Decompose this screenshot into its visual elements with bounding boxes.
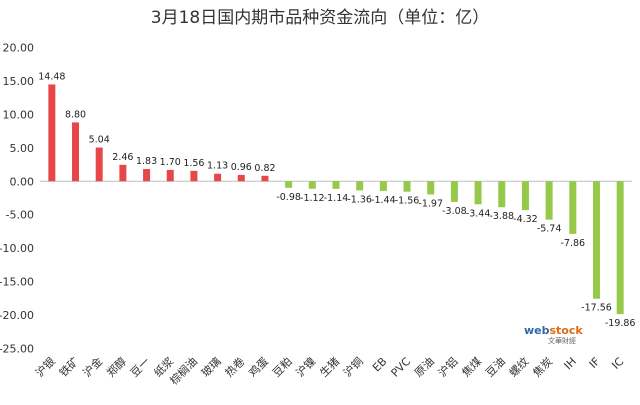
x-tick-label: EB <box>370 355 389 374</box>
data-label: 0.96 <box>231 162 252 173</box>
bar <box>143 169 151 182</box>
bar <box>521 181 529 211</box>
x-tick-label: 沪镍 <box>293 354 318 379</box>
data-label: -3.44 <box>466 208 491 219</box>
y-tick-label: -10.00 <box>0 242 34 255</box>
data-label: -1.14 <box>324 193 349 204</box>
data-label: 8.80 <box>65 109 86 120</box>
data-label: -1.12 <box>300 193 325 204</box>
x-tick-label: 沪金 <box>80 354 105 379</box>
svg-text:webstock: webstock <box>524 324 583 337</box>
bar <box>237 174 245 182</box>
y-tick-label: 5.00 <box>10 142 35 155</box>
x-tick-label: 沪铜 <box>340 354 365 379</box>
y-tick-label: 20.00 <box>3 42 35 55</box>
data-label: 0.82 <box>254 163 275 174</box>
x-tick-label: 铁矿 <box>57 355 82 380</box>
bar <box>569 181 577 234</box>
bar <box>427 181 435 195</box>
data-label: 1.13 <box>207 161 228 172</box>
bar <box>214 173 222 182</box>
bar <box>379 181 387 191</box>
data-label: -1.36 <box>347 194 372 205</box>
x-tick-label: 螺纹 <box>506 354 531 379</box>
x-tick-label: 热卷 <box>222 354 247 379</box>
chart-title: 3月18日国内期市品种资金流向（单位：亿） <box>151 8 489 28</box>
y-tick-label: 0.00 <box>10 175 35 188</box>
data-label: 5.04 <box>89 135 110 146</box>
y-tick-label: -15.00 <box>0 276 34 289</box>
x-tick-label: 焦炭 <box>530 355 555 380</box>
bar <box>592 181 600 299</box>
y-tick-label: -5.00 <box>6 209 34 222</box>
bar <box>119 164 127 182</box>
y-tick-label: -20.00 <box>0 309 34 322</box>
data-label: 1.83 <box>136 156 157 167</box>
data-label: 14.48 <box>38 71 65 82</box>
bar <box>474 181 482 205</box>
data-label: 2.46 <box>112 152 133 163</box>
bar <box>545 181 553 220</box>
data-label: -17.56 <box>581 303 612 314</box>
x-tick-label: 鸡蛋 <box>246 354 271 379</box>
data-label: -4.32 <box>513 214 538 225</box>
bar <box>261 175 269 182</box>
data-label: 1.70 <box>160 157 181 168</box>
bar <box>95 147 103 182</box>
bar <box>616 181 624 315</box>
bar <box>308 181 316 189</box>
x-tick-label: 原油 <box>411 354 436 379</box>
x-tick-label: 生猪 <box>317 354 342 379</box>
bar <box>48 84 56 182</box>
data-label: 1.56 <box>183 158 204 169</box>
x-tick-label: 沪铝 <box>435 354 460 379</box>
data-label: -1.97 <box>418 198 443 209</box>
bar <box>166 169 174 182</box>
x-tick-label: 豆一 <box>128 355 153 380</box>
watermark-brand-b: stock <box>550 324 584 337</box>
bar <box>72 122 80 182</box>
watermark-sub: 文華財經 <box>548 336 576 345</box>
data-label: -19.86 <box>605 318 636 329</box>
x-tick-label: 沪银 <box>33 354 58 379</box>
x-tick-label: 豆粕 <box>269 354 294 379</box>
y-tick-label: 10.00 <box>3 108 35 121</box>
data-label: -1.44 <box>371 195 396 206</box>
x-tick-label: IH <box>562 355 579 372</box>
x-tick-label: 郑醇 <box>104 354 129 379</box>
data-label: -5.74 <box>537 224 562 235</box>
data-label: -0.98 <box>276 192 301 203</box>
bar <box>332 181 340 189</box>
y-axis: -25.00 -20.00 -15.00 -10.00 -5.00 0.00 5.00 10.… <box>0 42 34 356</box>
bar <box>450 181 458 202</box>
x-tick-label: PVC <box>389 355 414 380</box>
x-tick-label: 玻璃 <box>198 354 223 379</box>
bar <box>190 170 198 182</box>
x-tick-label: IF <box>587 355 603 371</box>
x-tick-label: 豆油 <box>482 354 507 379</box>
bar <box>498 181 506 208</box>
bar <box>285 181 293 188</box>
watermark-logo: webstock 文華財經 <box>524 324 583 345</box>
watermark-brand-a: web <box>524 324 550 337</box>
data-label: -1.56 <box>395 196 420 207</box>
bar <box>403 181 411 192</box>
y-tick-label: -25.00 <box>0 343 34 356</box>
data-label: -3.08 <box>442 206 467 217</box>
data-label: -3.88 <box>489 211 514 222</box>
bars: 14.48 8.80 5.042.46 1.83 1.70 1.56 1.13 0.96 0.8… <box>38 71 635 329</box>
x-tick-label: IC <box>609 355 626 372</box>
data-label: -7.86 <box>561 238 586 249</box>
y-tick-label: 15.00 <box>3 75 35 88</box>
x-tick-label: 焦煤 <box>459 355 484 380</box>
x-tick-label: 棕榈油 <box>167 354 200 387</box>
bar <box>356 181 364 191</box>
